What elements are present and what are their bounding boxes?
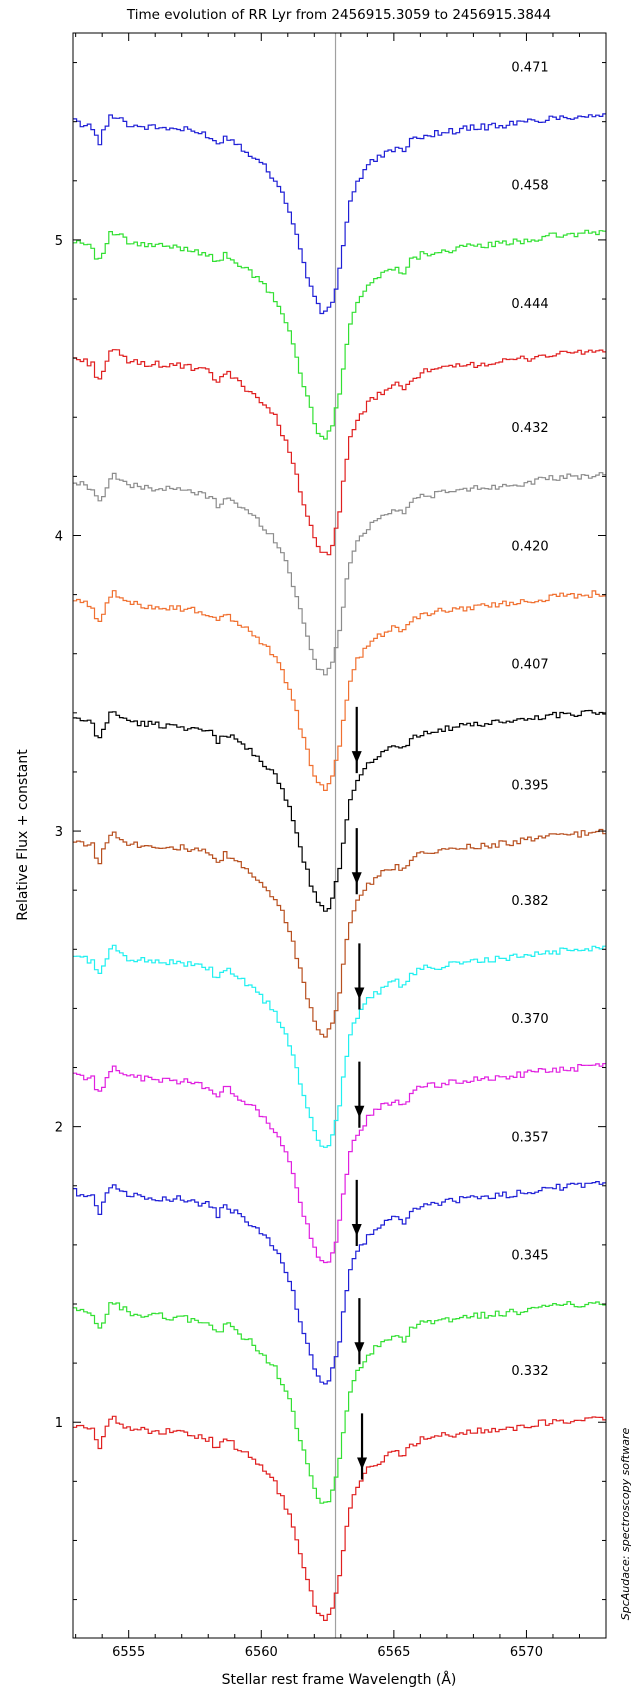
arrow-head-0-332 [357, 1457, 368, 1470]
arrow-head-0-357 [351, 1224, 362, 1237]
x-tick-label-6555: 6555 [112, 1645, 145, 1660]
spectrum-line-0-471 [73, 113, 606, 315]
spectrum-line-0-407 [73, 709, 606, 912]
phase-label-0-332: 0.332 [511, 1364, 548, 1379]
arrow-head-0-382 [354, 987, 365, 1000]
phase-label-0-432: 0.432 [511, 421, 548, 436]
spectrum-line-0-345 [73, 1301, 606, 1504]
x-axis-label: Stellar rest frame Wavelength (Å) [222, 1671, 457, 1688]
phase-label-0-370: 0.370 [511, 1012, 548, 1027]
phase-label-0-420: 0.420 [511, 539, 548, 554]
phase-label-0-345: 0.345 [511, 1249, 548, 1264]
phase-label-0-407: 0.407 [511, 657, 548, 672]
spectrum-line-0-395 [73, 828, 606, 1038]
chart-title: Time evolution of RR Lyr from 2456915.30… [126, 7, 551, 23]
arrow-head-0-370 [354, 1105, 365, 1118]
spectrum-line-0-332 [73, 1415, 606, 1621]
spectrum-line-0-357 [73, 1181, 606, 1385]
y-axis-label: Relative Flux + constant [15, 749, 31, 921]
phase-label-0-458: 0.458 [511, 179, 548, 194]
phase-label-0-382: 0.382 [511, 894, 548, 909]
phase-label-0-444: 0.444 [511, 297, 548, 312]
arrow-head-0-395 [351, 872, 362, 885]
spectrum-line-0-420 [73, 590, 606, 791]
y-tick-label-4: 4 [55, 529, 63, 544]
y-tick-label-3: 3 [55, 825, 63, 840]
spectrum-line-0-458 [73, 229, 606, 440]
x-tick-label-6570: 6570 [510, 1645, 543, 1660]
spectrum-line-0-382 [73, 944, 606, 1148]
software-credit: SpcAudace: spectroscopy software [619, 1428, 632, 1621]
plot-area [73, 33, 606, 1638]
phase-label-0-471: 0.471 [511, 60, 548, 75]
plot-frame [72, 32, 607, 1639]
spectrum-line-0-444 [73, 349, 606, 556]
spectrum-line-0-432 [73, 472, 606, 676]
y-tick-label-2: 2 [55, 1121, 63, 1136]
x-tick-label-6560: 6560 [245, 1645, 278, 1660]
x-tick-label-6565: 6565 [377, 1645, 410, 1660]
arrow-head-0-345 [354, 1342, 365, 1355]
phase-label-0-357: 0.357 [511, 1130, 548, 1145]
y-tick-label-5: 5 [55, 234, 63, 249]
y-tick-label-1: 1 [55, 1416, 63, 1431]
arrow-head-0-407 [351, 751, 362, 764]
spectrum-line-0-370 [73, 1063, 606, 1264]
phase-label-0-395: 0.395 [511, 779, 548, 794]
